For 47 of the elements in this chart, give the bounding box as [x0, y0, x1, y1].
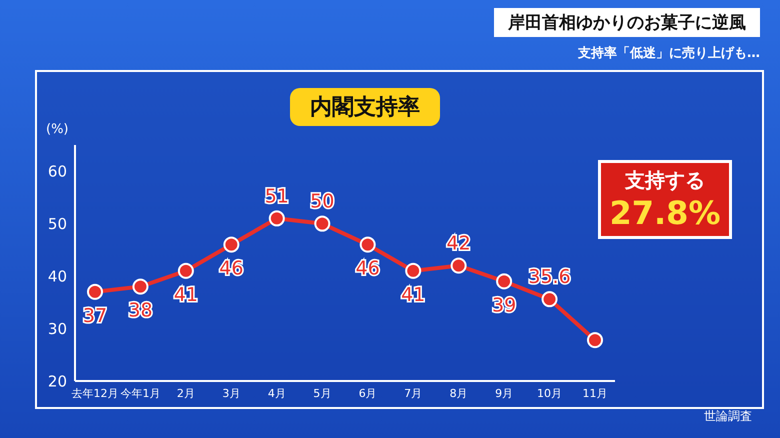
point: [178, 262, 194, 279]
data-label: 46: [356, 258, 380, 280]
x-tick-label: 5月: [313, 386, 332, 400]
data-label: 42: [446, 232, 471, 255]
y-tick-label: 50: [48, 214, 67, 233]
point: [405, 262, 422, 279]
point: [268, 210, 285, 226]
chart-subtitle: 岸田首相ゆかりのお菓子に逆風: [494, 8, 760, 37]
data-label: 35.6: [528, 266, 571, 288]
data-label: 46: [219, 258, 244, 280]
data-label: 51: [264, 185, 289, 208]
point: [87, 284, 103, 300]
x-tick-label: 9月: [495, 386, 514, 400]
x-tick-label: 6月: [358, 386, 377, 400]
data-label: 41: [174, 284, 198, 306]
text: 支持する: [624, 167, 706, 194]
point: [496, 273, 512, 290]
y-tick-label: 40: [48, 267, 67, 286]
data-label: 38: [128, 300, 153, 322]
data-label: 41: [401, 284, 426, 306]
x-tick-label: 去年12月: [72, 386, 118, 400]
x-tick-label: 3月: [222, 386, 240, 400]
point: [132, 278, 148, 295]
data-label: 39: [492, 294, 516, 316]
x-tick-label: 10月: [537, 386, 562, 400]
text: 支持率「低迷」に売り上げも…: [578, 44, 760, 62]
x-tick-label: 11月: [582, 386, 608, 400]
x-tick-label: 2月: [176, 386, 195, 400]
point: [450, 258, 467, 274]
point: [542, 291, 558, 308]
y-tick-label: 60: [48, 162, 67, 181]
point: [587, 332, 603, 348]
x-tick-label: 8月: [450, 386, 468, 400]
text: 世論調査: [704, 408, 752, 425]
point: [360, 236, 376, 253]
y-tick-label: 30: [48, 320, 67, 338]
x-tick-label: 7月: [404, 386, 422, 400]
x-tick-label: 4月: [268, 386, 286, 400]
annotation: 27.8%: [608, 194, 722, 232]
x-tick-label: 今年1月: [120, 386, 160, 400]
data-label: 37: [82, 304, 108, 327]
y-tick-label: 20: [48, 372, 67, 390]
point: [314, 216, 330, 232]
y-axis-title: (%): [46, 122, 68, 137]
data-label: 50: [310, 190, 334, 213]
chart-title: 内閣支持率: [290, 88, 440, 126]
point: [223, 236, 240, 253]
